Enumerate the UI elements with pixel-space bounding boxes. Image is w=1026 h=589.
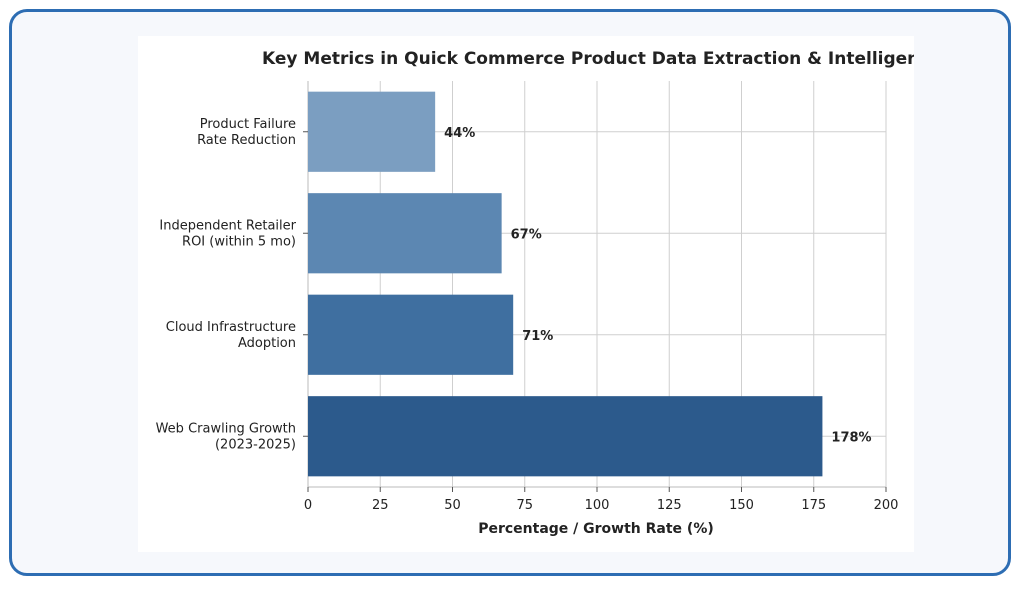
x-tick-label: 25 — [372, 498, 389, 513]
chart-card: Key Metrics in Quick Commerce Product Da… — [138, 36, 914, 552]
bar-value-label: 178% — [831, 430, 871, 445]
x-tick-label: 175 — [801, 498, 826, 513]
bar-value-label: 44% — [444, 126, 475, 141]
x-tick-label: 125 — [657, 498, 682, 513]
x-tick-label: 200 — [874, 498, 899, 513]
y-category-label: Independent Retailer — [159, 218, 296, 233]
x-tick-label: 150 — [729, 498, 754, 513]
y-category-label: Web Crawling Growth — [156, 421, 296, 436]
x-tick-label: 50 — [444, 498, 461, 513]
bar-value-label: 67% — [511, 227, 542, 242]
y-category-label: (2023-2025) — [215, 437, 296, 452]
y-category-label: Rate Reduction — [197, 133, 296, 148]
y-category-label: Product Failure — [200, 117, 296, 132]
y-category-label: ROI (within 5 mo) — [182, 234, 296, 249]
bar — [308, 396, 823, 477]
bar — [308, 294, 514, 375]
bars: 44% 67% 71% 178% — [308, 91, 872, 477]
y-category-label: Adoption — [238, 336, 296, 351]
bar-chart: Key Metrics in Quick Commerce Product Da… — [156, 49, 914, 537]
y-category-label: Cloud Infrastructure — [166, 320, 296, 335]
bar-value-label: 71% — [522, 329, 553, 344]
x-tick-label: 75 — [516, 498, 533, 513]
x-tick-label: 100 — [585, 498, 610, 513]
bar — [308, 91, 436, 172]
x-axis-ticks: 0 25 50 75 100 125 150 175 200 — [304, 487, 899, 513]
bar — [308, 193, 502, 274]
x-axis-title: Percentage / Growth Rate (%) — [478, 521, 714, 537]
x-tick-label: 0 — [304, 498, 312, 513]
chart-title: Key Metrics in Quick Commerce Product Da… — [262, 49, 914, 69]
